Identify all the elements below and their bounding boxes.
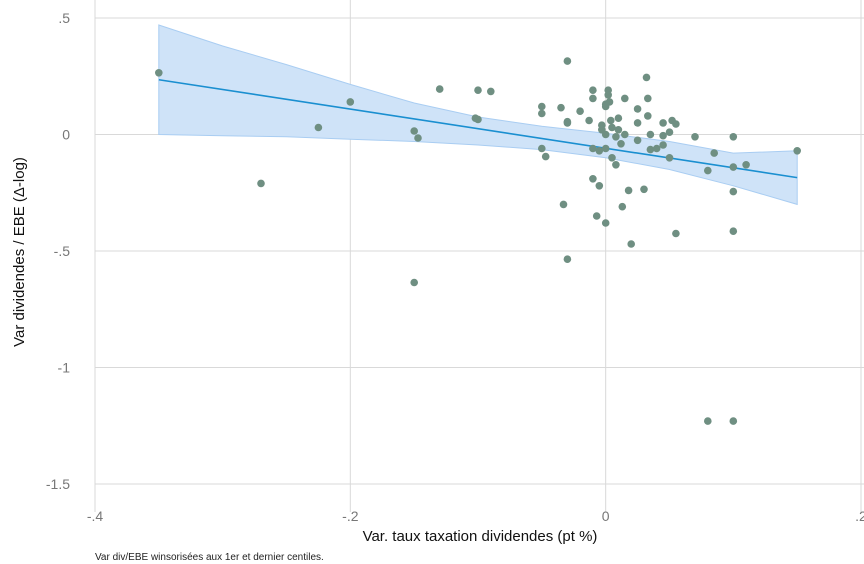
data-point-24 bbox=[589, 86, 597, 94]
data-point-39 bbox=[604, 91, 612, 99]
data-point-44 bbox=[612, 133, 620, 141]
data-point-25 bbox=[589, 94, 597, 103]
data-point-63 bbox=[652, 144, 661, 153]
data-point-10 bbox=[474, 86, 482, 94]
data-point-22 bbox=[576, 107, 584, 115]
data-point-68 bbox=[665, 154, 674, 162]
data-point-26 bbox=[589, 144, 597, 153]
data-point-72 bbox=[691, 133, 699, 141]
data-point-30 bbox=[595, 182, 604, 190]
y-tick-label-1: 0 bbox=[62, 127, 70, 143]
data-point-76 bbox=[729, 133, 738, 141]
data-point-12 bbox=[538, 102, 546, 111]
data-point-37 bbox=[601, 219, 610, 227]
data-point-41 bbox=[607, 116, 615, 125]
data-point-4 bbox=[410, 127, 419, 135]
x-tick-label-0: -.4 bbox=[87, 508, 104, 524]
data-point-59 bbox=[644, 94, 652, 103]
data-point-15 bbox=[541, 152, 550, 161]
data-point-27 bbox=[589, 175, 597, 183]
data-point-20 bbox=[563, 119, 572, 127]
data-point-45 bbox=[612, 161, 620, 169]
data-point-61 bbox=[646, 130, 655, 139]
data-point-46 bbox=[614, 114, 623, 122]
y-axis-ticks: .5 0 -.5 -1 -1.5 bbox=[46, 10, 70, 492]
data-point-78 bbox=[729, 187, 738, 196]
data-point-33 bbox=[601, 130, 610, 139]
data-point-71 bbox=[672, 229, 680, 238]
data-point-74 bbox=[704, 417, 712, 425]
data-point-16 bbox=[557, 103, 565, 112]
data-point-18 bbox=[563, 57, 572, 65]
x-axis-title: Var. taux taxation dividendes (pt %) bbox=[363, 528, 598, 545]
data-point-73 bbox=[704, 166, 712, 175]
y-tick-label-2: -.5 bbox=[54, 243, 71, 259]
data-point-21 bbox=[563, 255, 572, 263]
data-point-36 bbox=[601, 144, 610, 153]
data-point-29 bbox=[595, 147, 604, 155]
data-point-47 bbox=[614, 126, 623, 134]
data-point-64 bbox=[659, 119, 667, 127]
data-point-40 bbox=[605, 98, 614, 106]
data-point-5 bbox=[414, 134, 422, 142]
y-axis-title: Var dividendes / EBE (Δ-log) bbox=[11, 157, 28, 347]
data-point-0 bbox=[155, 69, 163, 77]
x-tick-label-3: .2 bbox=[855, 508, 864, 524]
data-point-81 bbox=[742, 161, 750, 169]
scatter-points bbox=[155, 57, 801, 425]
data-point-62 bbox=[646, 145, 655, 154]
data-point-3 bbox=[346, 98, 355, 106]
data-point-9 bbox=[474, 115, 482, 124]
data-point-14 bbox=[538, 144, 546, 153]
data-point-7 bbox=[435, 85, 444, 93]
data-point-65 bbox=[659, 131, 667, 140]
data-point-57 bbox=[640, 185, 648, 194]
x-axis-ticks: -.4 -.2 0 .2 bbox=[87, 508, 864, 524]
data-point-77 bbox=[729, 163, 738, 171]
data-point-49 bbox=[618, 202, 627, 211]
chart-note: Var div/EBE winsorisées aux 1er et derni… bbox=[95, 552, 324, 563]
data-point-53 bbox=[627, 240, 635, 248]
y-tick-label-0: .5 bbox=[58, 10, 70, 26]
x-tick-label-2: 0 bbox=[602, 508, 610, 524]
data-point-48 bbox=[617, 140, 625, 148]
data-point-67 bbox=[665, 128, 674, 136]
data-point-50 bbox=[621, 94, 629, 103]
data-point-52 bbox=[624, 186, 633, 195]
data-point-2 bbox=[314, 123, 323, 132]
y-tick-label-3: -1 bbox=[58, 360, 71, 376]
data-point-11 bbox=[487, 87, 495, 96]
data-point-6 bbox=[410, 278, 419, 287]
data-point-56 bbox=[633, 136, 642, 145]
fit-line bbox=[158, 78, 798, 179]
data-point-75 bbox=[710, 149, 718, 157]
data-point-80 bbox=[729, 417, 738, 425]
data-point-28 bbox=[592, 212, 601, 220]
data-point-51 bbox=[621, 130, 629, 139]
y-tick-label-4: -1.5 bbox=[46, 476, 70, 492]
data-point-60 bbox=[644, 112, 652, 120]
data-point-13 bbox=[538, 109, 546, 118]
confidence-band bbox=[158, 24, 798, 206]
data-point-42 bbox=[608, 123, 616, 132]
data-point-58 bbox=[642, 73, 651, 82]
data-point-55 bbox=[633, 119, 642, 127]
data-point-23 bbox=[585, 116, 593, 125]
data-point-43 bbox=[608, 154, 616, 162]
data-point-70 bbox=[672, 120, 680, 128]
data-point-54 bbox=[633, 105, 642, 113]
data-point-66 bbox=[659, 141, 667, 149]
x-tick-label-1: -.2 bbox=[342, 508, 359, 524]
data-point-1 bbox=[257, 179, 265, 188]
data-point-82 bbox=[793, 147, 801, 155]
data-point-17 bbox=[559, 200, 568, 209]
data-point-79 bbox=[729, 227, 738, 235]
